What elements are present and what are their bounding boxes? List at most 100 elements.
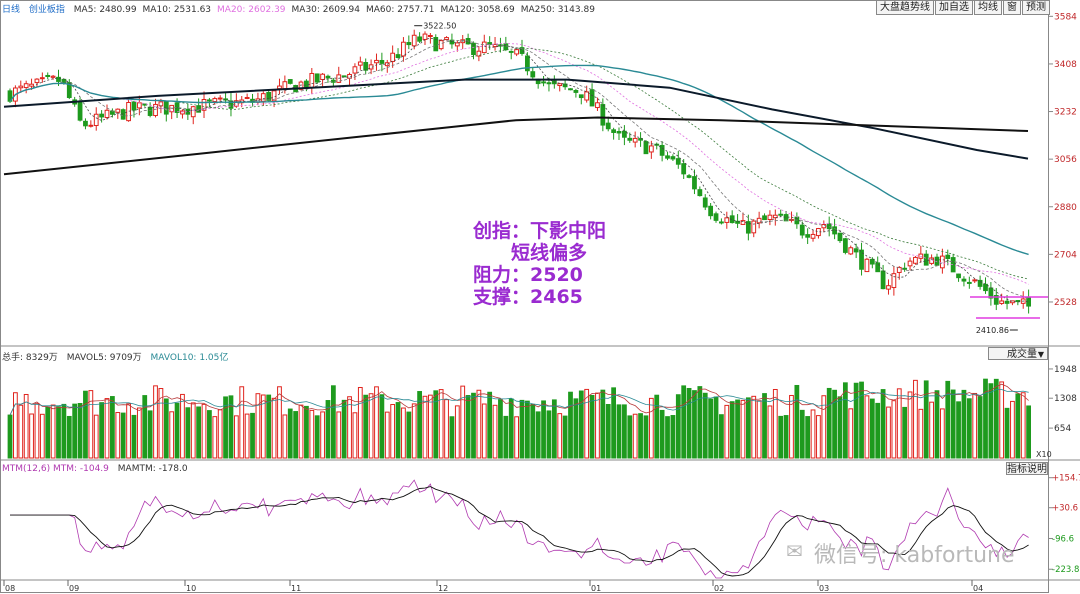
volume-bar: [551, 399, 557, 459]
candle: [767, 214, 773, 221]
volume-indicator-select[interactable]: 成交量 ▼: [988, 347, 1048, 360]
candle: [1004, 300, 1010, 304]
candle: [724, 217, 730, 223]
volume-bar: [659, 409, 665, 459]
volume-bar: [390, 404, 396, 459]
candle: [508, 50, 514, 53]
candle: [659, 144, 665, 156]
volume-bar: [961, 389, 967, 459]
volume-bar: [207, 410, 212, 459]
candle: [99, 113, 105, 118]
ma-legend-item: MA5: 2480.99: [73, 5, 137, 15]
volume-bar: [465, 395, 471, 459]
toolbar-button[interactable]: 均线: [974, 0, 1002, 15]
candle: [573, 89, 579, 93]
candle: [821, 224, 827, 229]
candle: [546, 82, 552, 85]
toolbar-button[interactable]: 大盘趋势线: [876, 0, 934, 15]
toolbar-button[interactable]: 加自选: [935, 0, 973, 15]
volume-bar: [918, 408, 924, 459]
volume-bar: [347, 396, 352, 459]
ma-legend-item: MA60: 2757.71: [366, 5, 435, 15]
x-tick-label: 02: [714, 584, 724, 593]
ma60-line: [9, 64, 1029, 256]
volume-bar: [260, 394, 266, 459]
volume-bar: [638, 413, 643, 459]
volume-bar: [147, 410, 153, 459]
mavol5-line: [9, 383, 1029, 416]
volume-bar: [56, 406, 61, 459]
toolbar-button[interactable]: 预测: [1022, 0, 1050, 15]
volume-bar: [239, 386, 245, 459]
mtm-line: [10, 479, 1029, 579]
volume-bar: [384, 411, 390, 459]
volume-bar: [869, 398, 875, 459]
volume-bar: [525, 400, 530, 459]
candle: [643, 141, 649, 155]
candle: [18, 85, 24, 89]
volume-bar: [190, 402, 196, 459]
volume-bar: [713, 396, 719, 459]
ma-legend-item: MA250: 3143.89: [520, 5, 595, 15]
ma120-line: [3, 78, 1029, 160]
volume-bar: [217, 409, 223, 459]
volume-bar: [163, 398, 169, 459]
volume-bar: [562, 415, 568, 459]
toolbar-button[interactable]: 窗: [1003, 0, 1021, 15]
volume-bar: [929, 401, 934, 459]
candle: [34, 78, 40, 84]
volume-bar: [498, 399, 503, 459]
volume-bar: [1010, 400, 1015, 459]
volume-bar: [799, 409, 805, 459]
mamtm-value: MAMTM: -178.0: [117, 464, 188, 474]
candle: [875, 262, 881, 273]
volume-bar: [99, 402, 105, 459]
candle: [244, 97, 250, 100]
candle: [422, 33, 428, 40]
volume-bar: [616, 404, 622, 459]
volume-bar: [600, 389, 606, 459]
candle: [29, 83, 34, 87]
candle: [83, 120, 88, 127]
volume-bar: [352, 412, 358, 459]
volume-bar: [201, 403, 207, 459]
volume-bar: [772, 388, 778, 459]
volume-select-label: 成交量: [1007, 349, 1037, 360]
volume-bar: [158, 388, 164, 459]
volume-bar: [578, 390, 584, 459]
y-tick-label: +154.7: [1052, 474, 1080, 484]
mamtm-line: [10, 486, 1029, 577]
candle: [810, 233, 816, 239]
candle: [481, 41, 487, 54]
candle: [325, 75, 331, 79]
volume-bar: [939, 408, 945, 459]
volume-bar: [837, 396, 843, 459]
panel-title: 日线: [2, 5, 21, 15]
volume-bar: [77, 403, 83, 459]
candle: [357, 61, 363, 66]
volume-bar: [842, 382, 848, 459]
candle: [589, 89, 595, 107]
volume-bar: [568, 391, 573, 459]
x-tick-label: 01: [591, 584, 601, 593]
candle: [557, 83, 563, 87]
candle: [923, 253, 929, 266]
candle: [374, 59, 379, 64]
volume-bar: [266, 394, 272, 459]
annotation-line: 创指：下影中阳: [473, 220, 607, 242]
volume-bar: [681, 385, 687, 459]
volume-bar: [751, 395, 757, 459]
candle: [379, 59, 385, 64]
volume-bar: [427, 394, 433, 459]
watermark: 微信号: kabfortune: [814, 543, 1015, 568]
candle: [514, 49, 519, 55]
y-tick-label: -96.6: [1052, 534, 1074, 544]
volume-bar: [697, 386, 703, 459]
ma250-line: [3, 116, 1029, 176]
indicator-help-button[interactable]: 指标说明: [1006, 462, 1048, 475]
volume-bar: [131, 414, 137, 459]
candle: [880, 270, 886, 290]
candle: [1015, 300, 1021, 303]
y-tick-label: +30.6: [1052, 504, 1078, 514]
